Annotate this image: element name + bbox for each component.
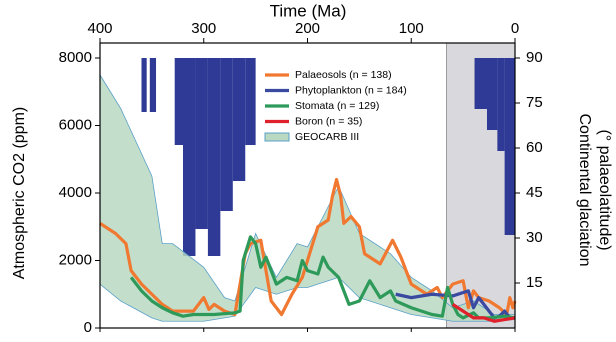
glaciation-bar xyxy=(220,58,233,211)
y-tick-label: 0 xyxy=(84,319,92,336)
glaciation-bar xyxy=(486,58,498,130)
glaciation-bar xyxy=(474,58,487,109)
glaciation-bar xyxy=(195,58,208,229)
y-tick-label: 2000 xyxy=(59,251,92,268)
legend-label: Stomata (n = 129) xyxy=(295,100,379,112)
y2-tick-label: 90 xyxy=(526,49,543,66)
legend-swatch xyxy=(264,132,290,142)
y2-axis-title: (° palaeolatitude) xyxy=(596,129,613,250)
y2-axis-title: Continental glaciation xyxy=(576,114,593,267)
glaciation-bar xyxy=(497,58,505,151)
glaciation-bar xyxy=(504,58,515,235)
x-tick-label: 300 xyxy=(191,20,216,37)
y-tick-label: 4000 xyxy=(59,184,92,201)
glaciation-bar xyxy=(174,58,183,145)
legend-label: Palaeosols (n = 138) xyxy=(295,69,392,81)
y-axis-title: Atmospheric CO2 (ppm) xyxy=(11,107,28,280)
y-tick-label: 8000 xyxy=(59,49,92,66)
y2-tick-label: 15 xyxy=(526,274,543,291)
legend-label: Boron (n = 35) xyxy=(295,115,362,127)
y2-tick-label: 30 xyxy=(526,229,543,246)
x-axis-title: Time (Ma) xyxy=(270,1,347,20)
glaciation-bar xyxy=(245,58,256,145)
x-tick-label: 100 xyxy=(399,20,424,37)
x-tick-label: 200 xyxy=(295,20,320,37)
series-line xyxy=(99,177,517,317)
glaciation-bar xyxy=(183,58,196,256)
series-line xyxy=(451,303,516,323)
series-line xyxy=(395,289,515,320)
y-tick-label: 6000 xyxy=(59,116,92,133)
x-tick-label: 0 xyxy=(511,20,519,37)
y2-tick-label: 75 xyxy=(526,94,543,111)
legend-label: Phytoplankton (n = 184) xyxy=(295,84,407,96)
y2-tick-label: 45 xyxy=(526,184,543,201)
glaciation-bar xyxy=(207,58,221,256)
y2-tick-label: 60 xyxy=(526,139,543,156)
glaciation-bar xyxy=(141,58,147,112)
x-tick-label: 400 xyxy=(87,20,112,37)
glaciation-bar xyxy=(149,58,157,112)
legend-label: GEOCARB III xyxy=(295,131,359,143)
glaciation-bar xyxy=(232,58,246,181)
